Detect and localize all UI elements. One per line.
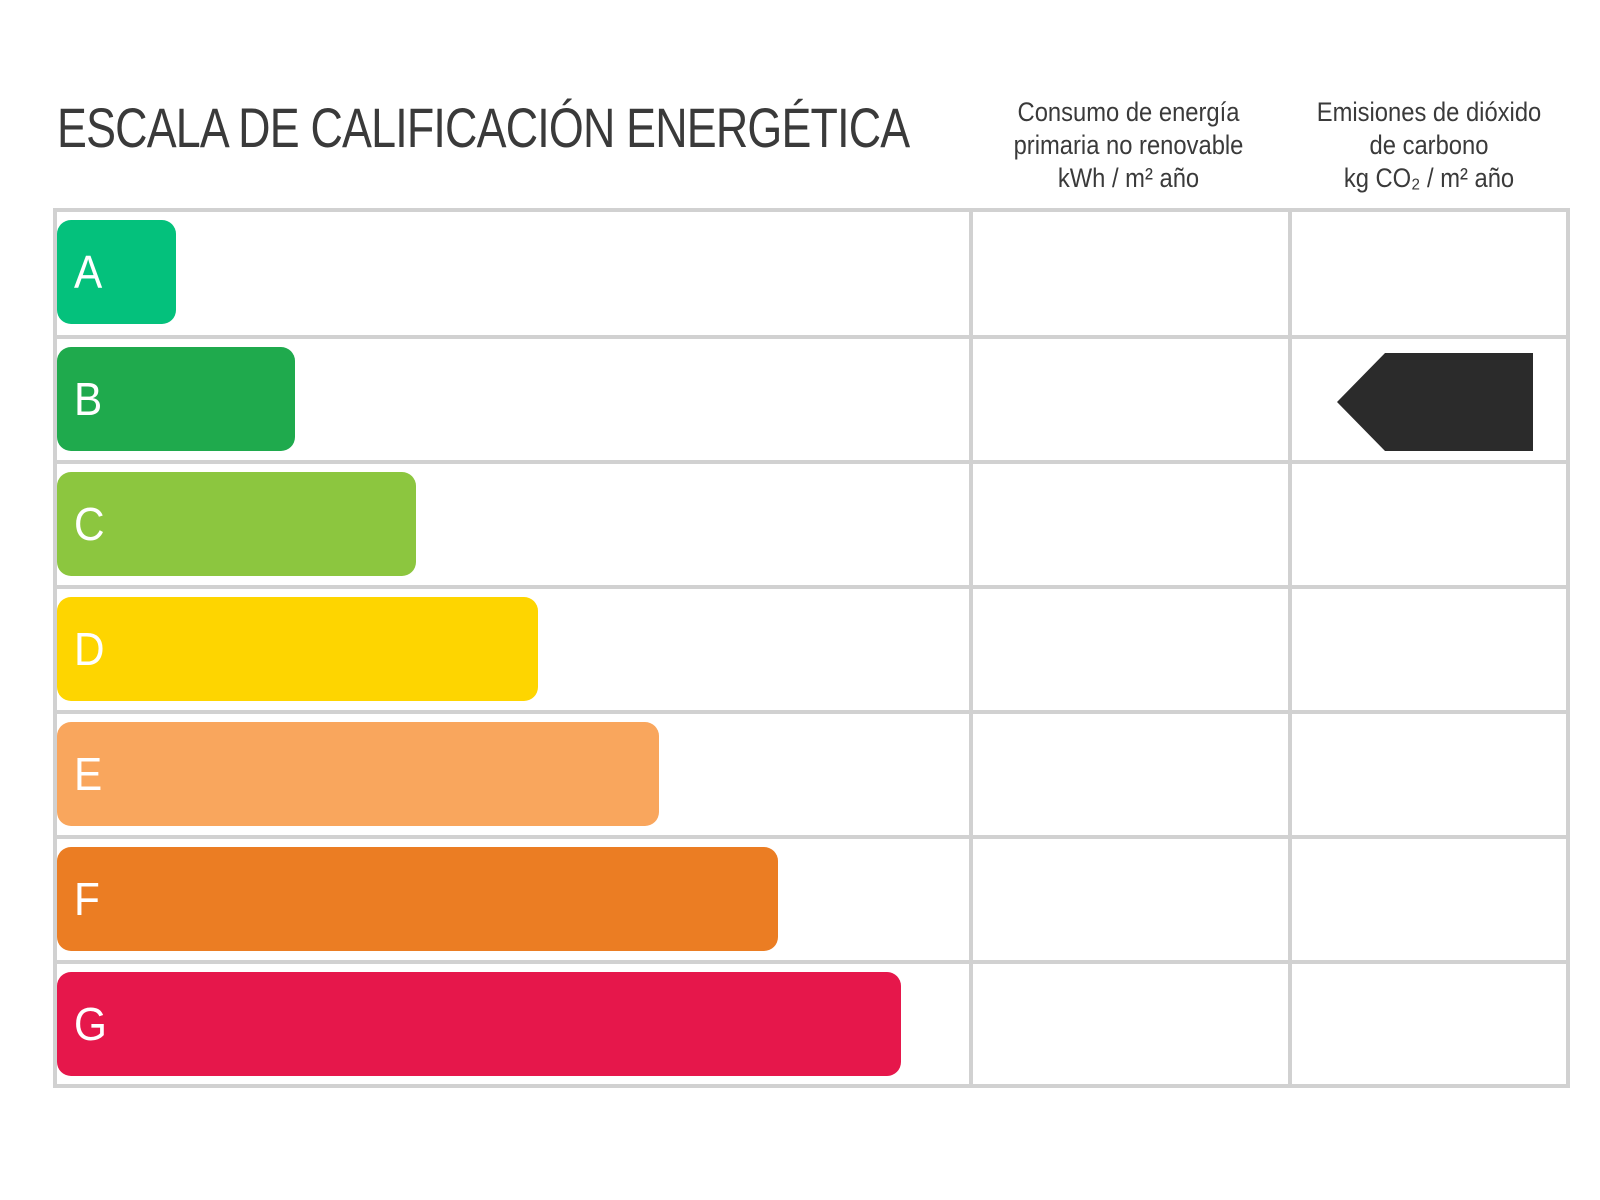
rating-bar-g: G (57, 972, 901, 1076)
page-title: ESCALA DE CALIFICACIÓN ENERGÉTICA (57, 96, 910, 159)
rating-bar-e: E (57, 722, 659, 826)
row-divider (57, 960, 1566, 964)
row-divider (57, 585, 1566, 589)
column-header-line: Emisiones de dióxido (1316, 97, 1542, 127)
column-header-consumo: Consumo de energía primaria no renovable… (988, 96, 1269, 195)
column-header-line: Consumo de energía (1017, 97, 1240, 127)
row-divider (57, 835, 1566, 839)
rating-bar-b: B (57, 347, 295, 451)
row-divider (57, 710, 1566, 714)
rating-letter: F (74, 873, 100, 925)
rating-bar-c: C (57, 472, 416, 576)
column-header-line: kWh / m² año (1057, 163, 1200, 193)
rating-bar-d: D (57, 597, 538, 701)
column-divider (969, 212, 973, 1084)
rating-bar-a: A (57, 220, 176, 324)
column-header-line: primaria no renovable (1013, 130, 1244, 160)
row-divider (57, 335, 1566, 339)
rating-letter: D (74, 623, 105, 675)
column-header-line: de carbono (1369, 130, 1489, 160)
column-divider (1288, 212, 1292, 1084)
column-header-line: kg CO₂ / m² año (1343, 163, 1515, 193)
rating-letter: B (74, 373, 103, 425)
rating-letter: C (74, 498, 105, 550)
rating-letter: E (74, 748, 103, 800)
rating-bar-f: F (57, 847, 778, 951)
selected-rating-arrow-icon (1337, 353, 1533, 451)
rating-letter: G (74, 998, 107, 1050)
rating-letter: A (74, 246, 103, 298)
row-divider (57, 460, 1566, 464)
column-header-emisiones: Emisiones de dióxido de carbono kg CO₂ /… (1305, 96, 1553, 195)
rating-table: A B C D E F G (53, 208, 1570, 1088)
